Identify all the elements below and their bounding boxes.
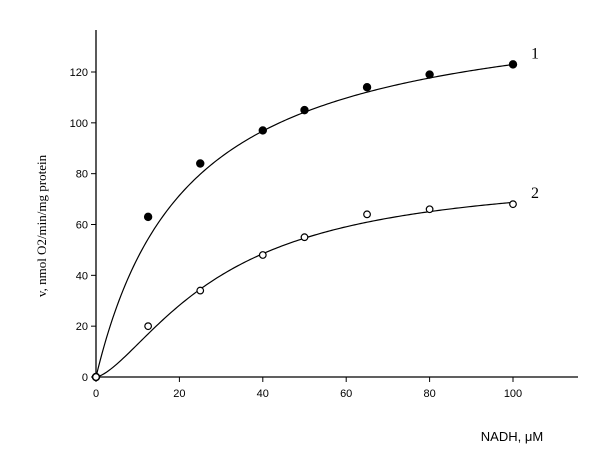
y-tick-label: 20 [76,321,88,333]
data-point-series-2 [425,205,434,214]
data-point-series-2 [258,251,267,259]
x-tick-label: 80 [423,388,435,400]
x-tick-label: 40 [257,388,269,400]
data-point-series-2 [363,210,371,219]
y-ticks: 0 20 40 60 80 100 120 [70,67,96,384]
y-tick-label: 0 [82,372,88,384]
data-point-series-1 [258,126,267,135]
data-point-series-1 [362,83,372,92]
data-point-series-1 [300,105,309,115]
data-point-series-2 [92,373,100,381]
fit-curve-2 [95,201,514,378]
axes [95,30,578,378]
data-point-series-1 [143,212,153,222]
x-tick-label: 100 [504,388,522,400]
data-point-series-1 [196,159,205,168]
data-point-series-2 [144,322,153,331]
series-label-2: 2 [531,185,539,202]
y-tick-label: 100 [70,118,88,130]
data-points [91,60,518,382]
y-tick-label: 40 [76,270,88,282]
data-point-series-2 [196,286,205,295]
x-axis-label: NADH, μM [481,429,543,444]
x-tick-label: 20 [173,388,185,400]
y-tick-label: 80 [76,169,88,181]
x-ticks: 0 20 40 60 80 100 [93,377,522,400]
y-tick-label: 120 [70,67,88,79]
data-point-series-1 [508,60,518,69]
data-point-series-2 [300,233,309,242]
x-tick-label: 60 [340,388,352,400]
series-labels: 12 [531,45,539,202]
data-point-series-1 [425,70,434,79]
y-tick-label: 60 [76,220,88,232]
data-point-series-2 [509,200,517,209]
x-tick-label: 0 [93,388,99,400]
series-label-1: 1 [531,45,539,62]
y-axis-label: v, nmol O2/min/mg protein [34,154,49,297]
